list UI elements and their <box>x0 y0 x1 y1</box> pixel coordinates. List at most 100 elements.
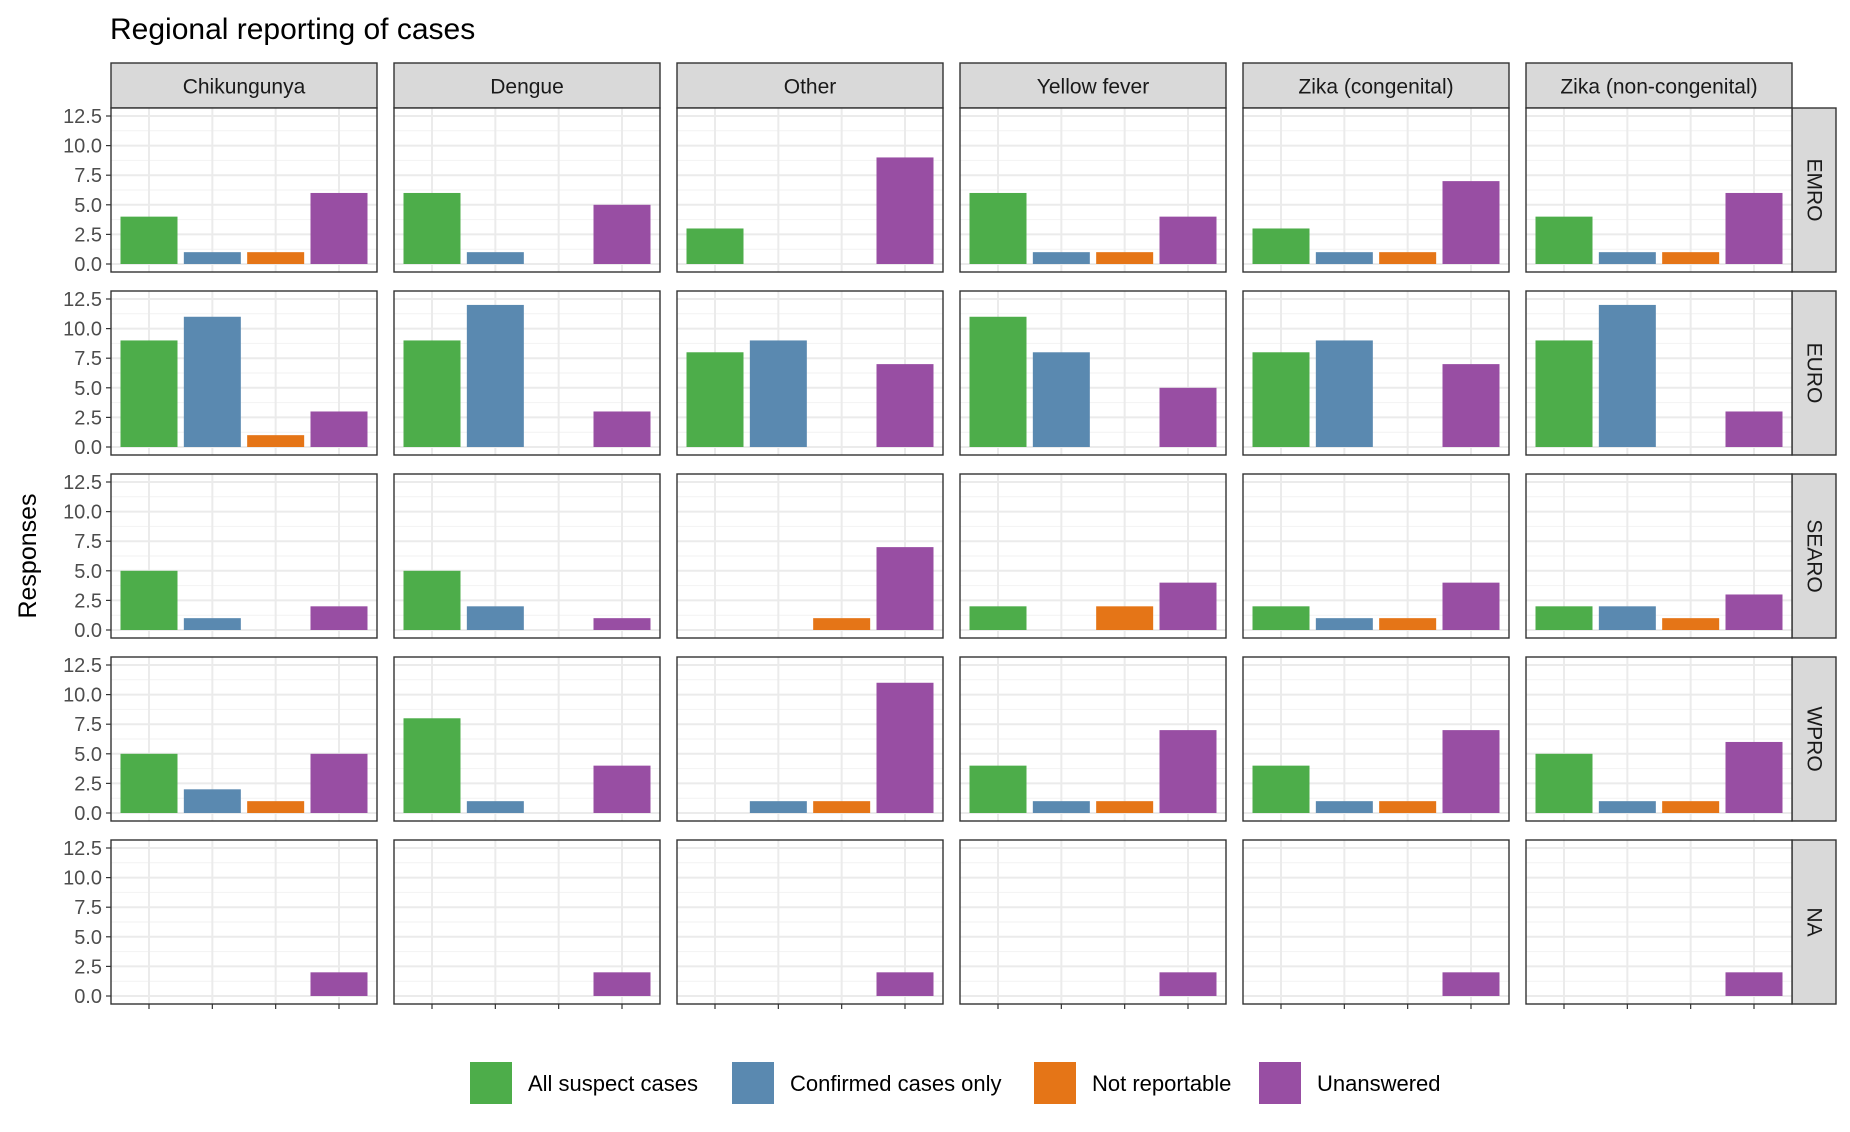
panel-border <box>959 473 1227 639</box>
panel-wpro-zika-congenital <box>1242 656 1510 822</box>
y-tick-label: 0.0 <box>74 986 102 1008</box>
bar-confirmed-cases-only <box>1315 801 1373 813</box>
bar-confirmed-cases-only <box>1032 252 1090 264</box>
row-strip-emro: EMRO <box>1791 107 1837 273</box>
y-tick-label: 7.5 <box>74 165 102 187</box>
bar-all-suspect-cases <box>1252 352 1310 447</box>
bar-unanswered <box>876 972 934 996</box>
bar-not-reportable <box>1379 618 1437 630</box>
bar-unanswered <box>876 682 934 813</box>
y-axis-wpro: 0.0 2.5 5.0 7.5 10.0 12.5 <box>63 655 111 825</box>
column-strip-chikungunya: Chikungunya <box>110 62 378 109</box>
bar-all-suspect-cases <box>969 606 1027 630</box>
panel-border <box>1525 107 1793 273</box>
row-strip-background <box>1791 839 1837 1005</box>
bar-all-suspect-cases <box>403 570 461 630</box>
y-tick-label: 2.5 <box>74 956 102 978</box>
column-strip-other: Other <box>676 62 944 109</box>
row-strip-label: WPRO <box>1803 706 1826 771</box>
row-strip-label: SEARO <box>1803 519 1826 593</box>
legend-swatch <box>732 1062 774 1104</box>
bar-not-reportable <box>1662 252 1720 264</box>
y-axis-title: Responses <box>14 493 42 618</box>
row-strip-background <box>1791 473 1837 639</box>
bar-unanswered <box>593 972 651 996</box>
panel-border <box>110 290 378 456</box>
panel-border <box>393 839 661 1005</box>
bar-not-reportable <box>1096 606 1154 630</box>
panel-border <box>1525 473 1793 639</box>
column-strip-label: Dengue <box>490 76 564 99</box>
row-strip-euro: EURO <box>1791 290 1837 456</box>
y-tick-label: 7.5 <box>74 714 102 736</box>
column-strip-background <box>1525 62 1793 109</box>
panel-border <box>393 473 661 639</box>
bar-not-reportable <box>1096 801 1154 813</box>
column-strip-label: Yellow fever <box>1037 76 1149 99</box>
bar-unanswered <box>310 972 368 996</box>
column-strip-background <box>110 62 378 109</box>
column-strip-background <box>393 62 661 109</box>
bar-unanswered <box>1442 972 1500 996</box>
facet-panels: Chikungunya Dengue Other Yellow fever Zika (… <box>63 62 1837 1009</box>
bar-confirmed-cases-only <box>1032 801 1090 813</box>
panel-searo-dengue <box>393 473 661 639</box>
y-tick-label: 2.5 <box>74 590 102 612</box>
panel-border <box>676 656 944 822</box>
panel-euro-yellow-fever <box>959 290 1227 456</box>
y-tick-label: 10.0 <box>63 136 102 158</box>
y-axis-euro: 0.0 2.5 5.0 7.5 10.0 12.5 <box>63 289 111 459</box>
legend-label: All suspect cases <box>528 1071 698 1096</box>
panel-wpro-zika-non-congenital <box>1525 656 1793 822</box>
panel-border <box>1242 839 1510 1005</box>
bar-confirmed-cases-only <box>749 801 807 813</box>
panel-border <box>393 656 661 822</box>
bar-confirmed-cases-only <box>749 340 807 447</box>
panel-searo-zika-non-congenital <box>1525 473 1793 639</box>
panel-border <box>1242 656 1510 822</box>
bar-unanswered <box>1725 192 1783 264</box>
bar-all-suspect-cases <box>120 216 178 264</box>
panel-euro-other <box>676 290 944 456</box>
bar-unanswered <box>1159 387 1217 447</box>
panel-wpro-yellow-fever <box>959 656 1227 822</box>
legend-item-not-reportable: Not reportable <box>1034 1062 1231 1104</box>
bar-unanswered <box>876 547 934 630</box>
bar-unanswered <box>310 411 368 447</box>
panel-euro-chikungunya <box>110 290 378 456</box>
panel-border <box>110 656 378 822</box>
panel-emro-zika-congenital <box>1242 107 1510 273</box>
bar-unanswered <box>1725 972 1783 996</box>
column-strip-background <box>676 62 944 109</box>
bar-unanswered <box>1725 411 1783 447</box>
panel-border <box>1242 290 1510 456</box>
bar-confirmed-cases-only <box>1032 352 1090 447</box>
bar-not-reportable <box>247 252 305 264</box>
legend-label: Confirmed cases only <box>790 1071 1002 1096</box>
bar-unanswered <box>1725 594 1783 630</box>
bar-confirmed-cases-only <box>1598 304 1656 447</box>
panel-border <box>393 107 661 273</box>
column-strip-label: Other <box>784 76 837 99</box>
panel-emro-dengue <box>393 107 661 273</box>
panel-searo-other <box>676 473 944 639</box>
bar-all-suspect-cases <box>686 228 744 264</box>
bar-all-suspect-cases <box>403 192 461 264</box>
bar-not-reportable <box>1662 618 1720 630</box>
panel-wpro-chikungunya <box>110 656 378 822</box>
column-strip-dengue: Dengue <box>393 62 661 109</box>
panel-border <box>676 473 944 639</box>
row-strip-label: NA <box>1803 907 1826 936</box>
panel-emro-yellow-fever <box>959 107 1227 273</box>
panel-na-other <box>676 839 944 1009</box>
panel-border <box>959 839 1227 1005</box>
panel-na-zika-non-congenital <box>1525 839 1793 1009</box>
bar-not-reportable <box>247 435 305 447</box>
panel-border <box>676 290 944 456</box>
panel-border <box>393 290 661 456</box>
bar-all-suspect-cases <box>403 340 461 447</box>
panel-border <box>110 107 378 273</box>
bar-all-suspect-cases <box>969 316 1027 447</box>
row-strip-na: NA <box>1791 839 1837 1005</box>
